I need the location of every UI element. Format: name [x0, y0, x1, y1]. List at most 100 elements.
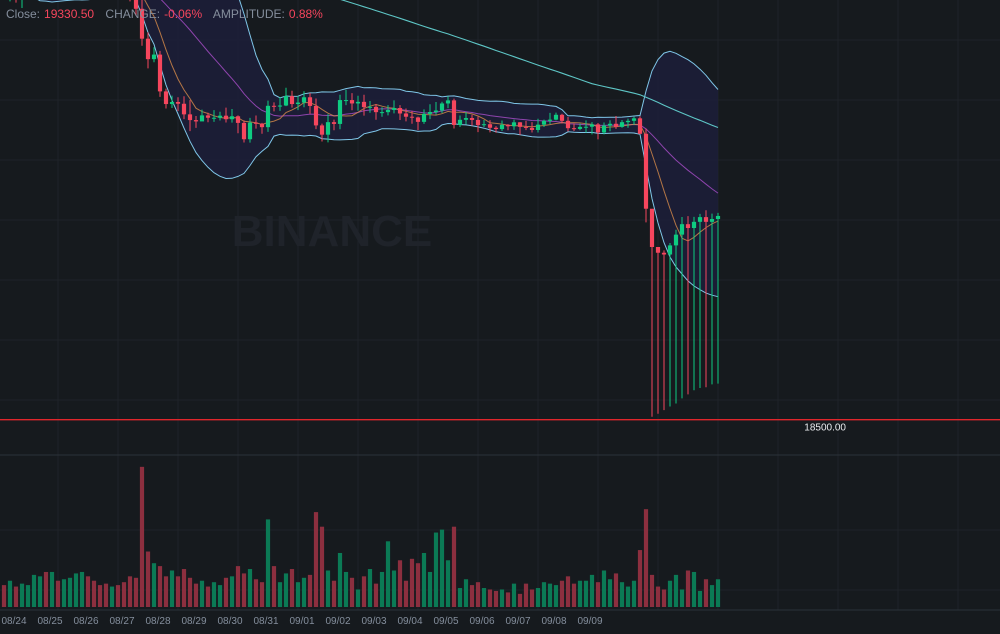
volume-bar[interactable] — [49, 571, 55, 607]
candle[interactable] — [379, 107, 385, 117]
volume-bar[interactable] — [193, 583, 199, 607]
candle[interactable] — [469, 114, 475, 126]
volume-bar[interactable] — [421, 552, 427, 607]
volume-bar[interactable] — [577, 580, 583, 607]
candle[interactable] — [547, 112, 553, 125]
volume-bar[interactable] — [439, 529, 445, 607]
volume-bar[interactable] — [643, 509, 649, 607]
candle[interactable] — [595, 123, 601, 140]
candle[interactable] — [301, 91, 307, 108]
volume-bar[interactable] — [277, 582, 283, 607]
candle[interactable] — [697, 213, 703, 389]
volume-bar[interactable] — [451, 526, 457, 607]
candle[interactable] — [373, 104, 379, 120]
candle[interactable] — [517, 122, 523, 135]
volume-bar[interactable] — [229, 576, 235, 607]
candle[interactable] — [475, 116, 481, 133]
volume-bar[interactable] — [481, 588, 487, 607]
volume-bar[interactable] — [391, 570, 397, 608]
candle[interactable] — [715, 212, 721, 384]
candle[interactable] — [241, 120, 247, 143]
volume-bar[interactable] — [607, 579, 613, 607]
volume-bar[interactable] — [13, 586, 19, 607]
volume-bar[interactable] — [625, 586, 631, 607]
volume-bar[interactable] — [313, 512, 319, 607]
volume-bar[interactable] — [523, 583, 529, 607]
candle[interactable] — [703, 210, 709, 388]
candle[interactable] — [457, 115, 463, 128]
candle[interactable] — [391, 100, 397, 114]
candles[interactable] — [2, 0, 721, 417]
candle[interactable] — [20, 0, 24, 9]
volume-bar[interactable] — [637, 550, 643, 607]
candle[interactable] — [673, 229, 679, 404]
candle[interactable] — [445, 96, 451, 109]
candle[interactable] — [709, 213, 715, 385]
candle[interactable] — [493, 126, 499, 133]
volume-bar[interactable] — [223, 577, 229, 607]
volume-bar[interactable] — [283, 573, 289, 607]
volume-bar[interactable] — [697, 590, 703, 607]
candle[interactable] — [589, 122, 595, 135]
volume-bar[interactable] — [433, 532, 439, 607]
volume-bar[interactable] — [517, 593, 523, 607]
volume-bar[interactable] — [247, 569, 253, 607]
volume-bar[interactable] — [679, 589, 685, 607]
candle[interactable] — [661, 250, 667, 411]
candle[interactable] — [463, 112, 469, 125]
candle[interactable] — [217, 111, 223, 121]
volume-bars[interactable] — [1, 466, 721, 608]
candle[interactable] — [247, 117, 253, 143]
candle[interactable] — [583, 120, 589, 133]
volume-bar[interactable] — [199, 580, 205, 607]
volume-bar[interactable] — [565, 576, 571, 607]
candle[interactable] — [181, 96, 187, 120]
candle[interactable] — [307, 93, 313, 114]
candle[interactable] — [559, 113, 565, 124]
volume-bar[interactable] — [529, 589, 535, 607]
volume-bar[interactable] — [1, 585, 7, 607]
candle[interactable] — [421, 109, 427, 124]
volume-bar[interactable] — [253, 579, 259, 607]
candle[interactable] — [535, 118, 541, 133]
volume-bar[interactable] — [139, 466, 145, 607]
volume-bar[interactable] — [235, 566, 241, 607]
volume-bar[interactable] — [7, 580, 13, 607]
candle[interactable] — [565, 117, 571, 132]
volume-bar[interactable] — [133, 577, 139, 607]
volume-bar[interactable] — [511, 583, 517, 607]
volume-bar[interactable] — [355, 589, 361, 607]
volume-bar[interactable] — [601, 570, 607, 608]
candle[interactable] — [487, 120, 493, 133]
volume-bar[interactable] — [289, 569, 295, 607]
volume-bar[interactable] — [259, 582, 265, 607]
candle[interactable] — [313, 98, 319, 130]
candle[interactable] — [139, 0, 145, 46]
candle[interactable] — [295, 95, 301, 111]
volume-bar[interactable] — [475, 582, 481, 607]
volume-bar[interactable] — [109, 586, 115, 607]
volume-bar[interactable] — [709, 585, 715, 607]
candle[interactable] — [133, 0, 139, 17]
volume-bar[interactable] — [583, 580, 589, 607]
candle[interactable] — [349, 93, 355, 111]
volume-bar[interactable] — [127, 576, 133, 607]
volume-bar[interactable] — [265, 519, 271, 607]
volume-bar[interactable] — [169, 570, 175, 608]
volume-bar[interactable] — [373, 583, 379, 607]
volume-bar[interactable] — [103, 583, 109, 607]
candle[interactable] — [481, 119, 487, 128]
candle[interactable] — [265, 100, 271, 132]
candle[interactable] — [541, 119, 547, 128]
candle[interactable] — [625, 118, 631, 128]
candle[interactable] — [355, 95, 361, 111]
volume-bar[interactable] — [181, 569, 187, 607]
candle[interactable] — [175, 97, 181, 111]
volume-bar[interactable] — [655, 586, 661, 607]
volume-bar[interactable] — [445, 560, 451, 607]
volume-bar[interactable] — [385, 541, 391, 607]
candle[interactable] — [523, 120, 529, 131]
candle[interactable] — [451, 98, 457, 129]
volume-bar[interactable] — [457, 588, 463, 607]
volume-bar[interactable] — [349, 577, 355, 607]
